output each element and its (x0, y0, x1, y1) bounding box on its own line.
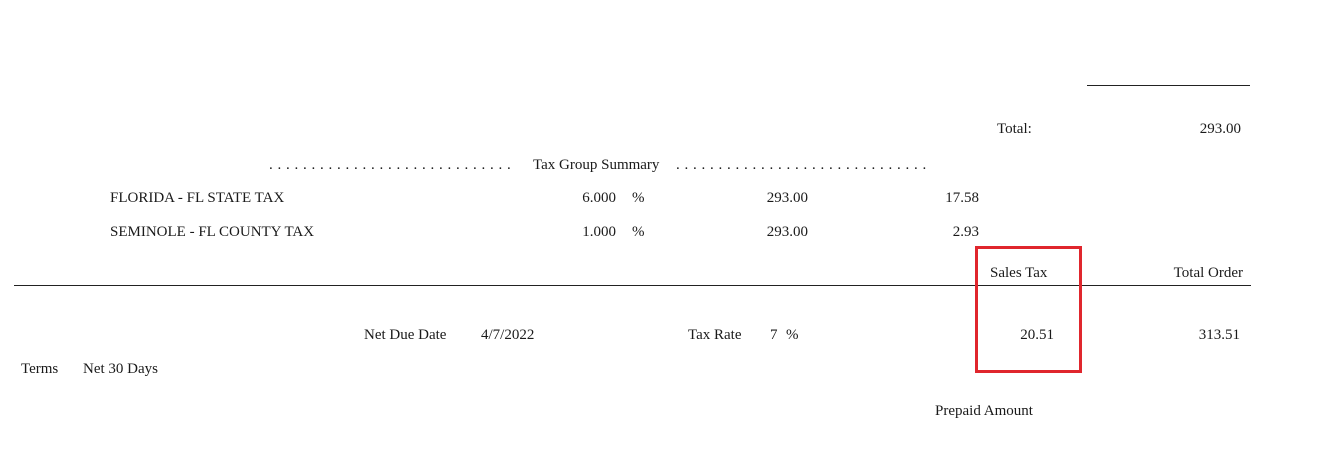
sales-tax-highlight-box (975, 246, 1082, 373)
tax-row-base: 293.00 (766, 190, 808, 206)
tax-row-percent: % (632, 224, 645, 240)
total-underline (1087, 85, 1250, 86)
tax-row-name: SEMINOLE - FL COUNTY TAX (110, 224, 315, 240)
net-due-date-label: Net Due Date (364, 327, 447, 343)
tax-row-rate: 1.000 (582, 224, 616, 240)
tax-group-summary-title: Tax Group Summary (533, 157, 660, 173)
sales-tax-label: Sales Tax (990, 265, 1048, 281)
tax-rate-value: 7 (770, 327, 778, 343)
total-order-value: 313.51 (1198, 327, 1240, 343)
total-order-label: Total Order (1173, 265, 1243, 281)
total-value: 293.00 (1199, 121, 1241, 137)
total-label: Total: (997, 121, 1032, 137)
tax-row-rate: 6.000 (582, 190, 616, 206)
summary-dots-left: . . . . . . . . . . . . . . . . . . . . … (269, 157, 512, 173)
net-due-date-value: 4/7/2022 (481, 327, 535, 343)
tax-row-percent: % (632, 190, 645, 206)
tax-row-name: FLORIDA - FL STATE TAX (110, 190, 285, 206)
tax-row-amount: 2.93 (952, 224, 979, 240)
tax-rate-unit: % (786, 327, 799, 343)
terms-value: Net 30 Days (83, 361, 158, 377)
tax-row-amount: 17.58 (945, 190, 979, 206)
summary-dots-right: . . . . . . . . . . . . . . . . . . . . … (676, 157, 927, 173)
sales-tax-value: 20.51 (1020, 327, 1054, 343)
prepaid-amount-label: Prepaid Amount (935, 403, 1033, 419)
tax-row-base: 293.00 (766, 224, 808, 240)
terms-label: Terms (21, 361, 59, 377)
tax-rate-label: Tax Rate (688, 327, 742, 343)
summary-divider (14, 285, 1251, 286)
